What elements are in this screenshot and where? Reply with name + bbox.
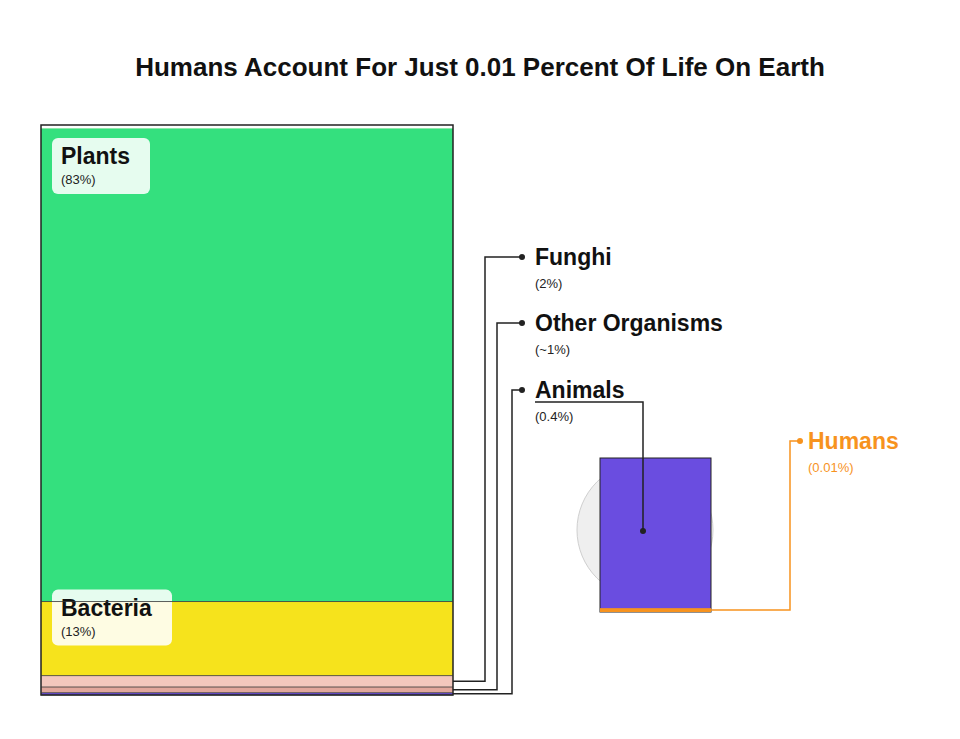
segment-border — [41, 675, 453, 676]
series-label: Other Organisms — [535, 310, 723, 336]
data-label: (0.4%) — [535, 409, 573, 424]
segment-border — [41, 695, 453, 696]
zoom-humans — [600, 608, 711, 612]
segment-border — [41, 692, 453, 693]
segment-border — [41, 601, 453, 602]
connector-dot — [797, 438, 803, 444]
data-label: (13%) — [61, 624, 96, 639]
data-label: (~1%) — [535, 342, 570, 357]
frame — [41, 125, 453, 695]
stack-segment — [41, 128, 453, 601]
series-label: Humans — [808, 428, 899, 454]
label-box — [52, 138, 150, 194]
connector — [711, 441, 800, 610]
labels: Plants (83%) Bacteria (13%) Funghi (2%) Other … — [52, 138, 723, 694]
connector — [453, 390, 522, 694]
series-label: Animals — [535, 377, 624, 403]
series-label: Funghi — [535, 244, 612, 270]
title: Humans Account For Just 0.01 Percent Of … — [135, 52, 825, 82]
series-label: Bacteria — [61, 595, 152, 621]
stack-segment — [41, 687, 453, 693]
data-label: (2%) — [535, 276, 562, 291]
series-label: Plants — [61, 143, 130, 169]
stack-segment — [41, 128, 453, 129]
connector-dot — [640, 528, 646, 534]
connector-dot — [519, 254, 525, 260]
data-label: (83%) — [61, 172, 96, 187]
connector — [535, 402, 643, 531]
chart-svg: Humans Account For Just 0.01 Percent Of … — [0, 0, 960, 739]
zoom-inset: Humans (0.01%) — [535, 402, 899, 612]
label-box — [52, 590, 172, 646]
segment-border — [41, 687, 453, 688]
stack-segment — [41, 676, 453, 687]
chart-root: Humans Account For Just 0.01 Percent Of … — [0, 0, 960, 739]
marks — [41, 128, 453, 695]
data-label: (0.01%) — [808, 460, 854, 475]
stack-segment — [41, 693, 453, 695]
zoom-animals — [600, 458, 711, 612]
connector-dot — [519, 387, 525, 393]
connector-dot — [519, 320, 525, 326]
